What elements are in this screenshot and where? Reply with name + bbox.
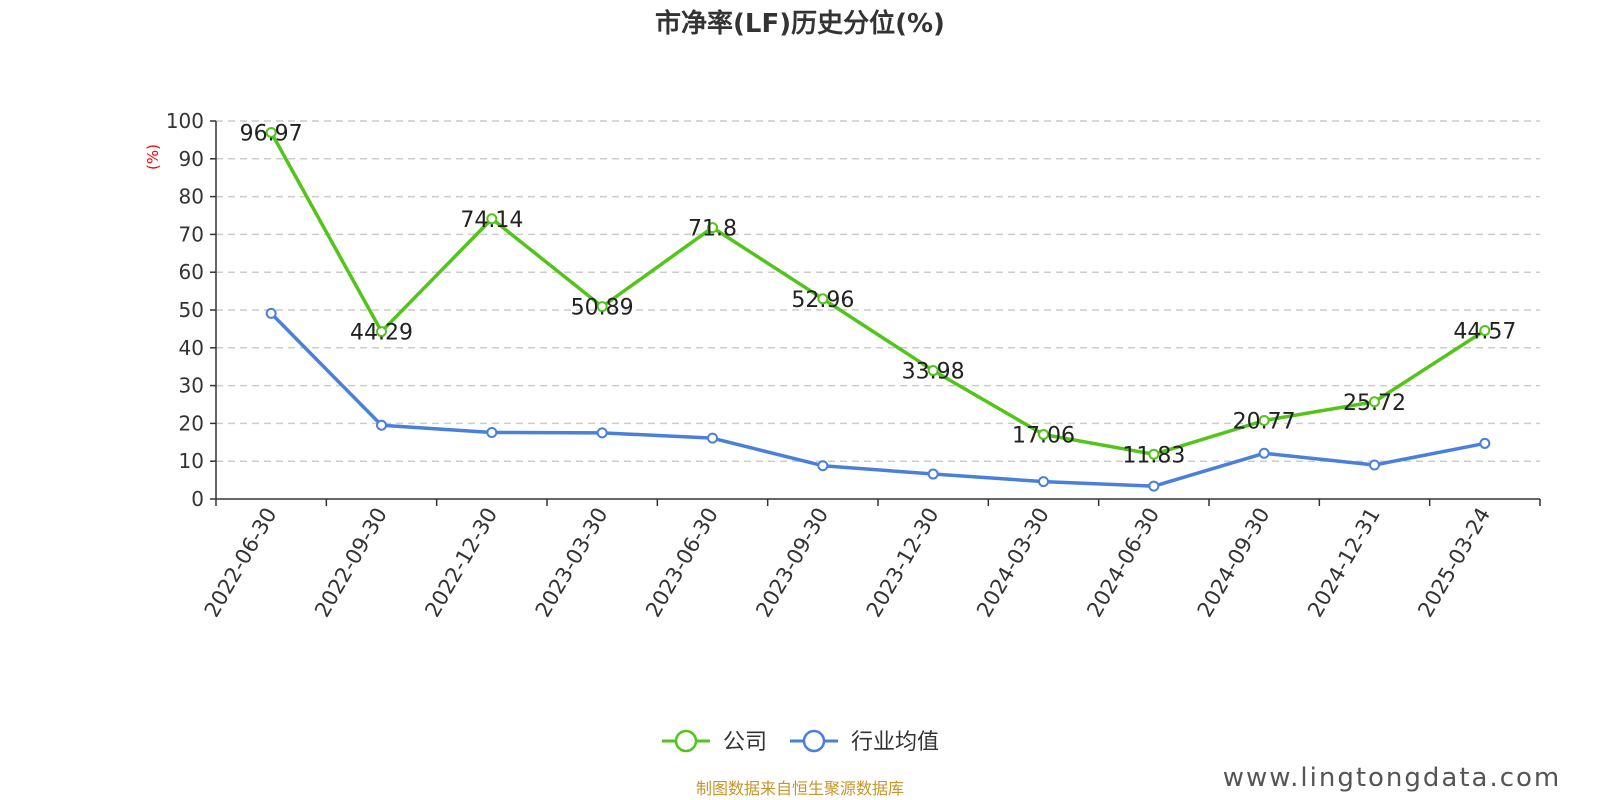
y-tick-label-7: 70 (179, 222, 204, 246)
x-tick-label-11: 2025-03-24 (1413, 504, 1495, 622)
watermark: www.lingtongdata.com (1223, 763, 1562, 793)
x-tick-label-4: 2023-06-30 (641, 504, 723, 622)
series-0-point-2[interactable] (486, 213, 498, 225)
data-label-4: 71.8 (688, 217, 737, 242)
series-1-point-4[interactable] (707, 432, 718, 444)
y-tick-label-0: 0 (191, 487, 204, 511)
grid-lines (216, 120, 1540, 462)
x-tick-label-5: 2023-09-30 (751, 504, 833, 622)
legend-marker-0[interactable] (674, 729, 698, 753)
x-tick-label-9: 2024-09-30 (1193, 504, 1275, 622)
series-0-point-7[interactable] (1038, 429, 1049, 441)
data-label-5: 52.96 (791, 288, 854, 313)
y-axis-unit: (%) (144, 144, 162, 170)
data-label-11: 44.57 (1453, 320, 1516, 345)
series-1-point-6[interactable] (927, 468, 939, 480)
series-1-point-0[interactable] (265, 307, 277, 319)
data-label-9: 20.77 (1233, 409, 1296, 434)
series-0-point-5[interactable] (817, 293, 829, 305)
series-0-point-3[interactable] (596, 301, 608, 313)
data-label-6: 33.98 (902, 360, 965, 385)
series-line-1 (269, 312, 1486, 488)
data-labels: 96.97 44.29 74.14 50.89 71.8 52.96 33.98 17.06 1… (240, 121, 1517, 468)
legend-marker-1[interactable] (802, 729, 826, 753)
series-0-point-8[interactable] (1148, 448, 1160, 460)
series-1-point-8[interactable] (1148, 480, 1160, 492)
series-1-point-1[interactable] (376, 419, 387, 431)
axes: 0 10 20 30 40 50 60 70 80 90 100 2022-06-30 2022-09-… (166, 109, 1541, 622)
series-0-point-11[interactable] (1479, 325, 1491, 337)
y-tick-label-10: 100 (166, 109, 204, 133)
series-0-point-1[interactable] (376, 326, 387, 338)
y-tick-label-8: 80 (179, 185, 204, 209)
chart-title: 市净率(LF)历史分位(%) (655, 8, 945, 39)
y-tick-label-4: 40 (179, 336, 204, 360)
data-label-0: 96.97 (240, 121, 303, 146)
series-1-point-10[interactable] (1369, 459, 1380, 471)
series-1-point-11[interactable] (1479, 437, 1491, 449)
series-0-point-6[interactable] (927, 365, 939, 377)
y-tick-label-2: 20 (179, 411, 204, 435)
y-tick-label-1: 10 (179, 449, 204, 473)
x-tick-label-7: 2024-03-30 (972, 504, 1054, 622)
x-tick-label-2: 2022-12-30 (420, 504, 502, 622)
y-tick-label-9: 90 (179, 147, 204, 171)
series-0-point-4[interactable] (707, 222, 718, 234)
y-tick-label-5: 50 (179, 298, 204, 322)
series-1-point-3[interactable] (596, 427, 608, 439)
x-tick-label-3: 2023-03-30 (531, 504, 613, 622)
legend-label-0[interactable]: 公司 (723, 730, 767, 755)
y-tick-label-3: 30 (179, 374, 204, 398)
legend-label-1[interactable]: 行业均值 (851, 730, 939, 755)
x-tick-label-8: 2024-06-30 (1082, 504, 1164, 622)
x-tick-label-10: 2024-12-31 (1303, 504, 1385, 622)
x-tick-label-0: 2022-06-30 (200, 504, 282, 622)
series-0-point-9[interactable] (1258, 414, 1270, 426)
x-tick-label-6: 2023-12-30 (862, 504, 944, 622)
series-line-0 (269, 131, 1486, 457)
series-1-point-9[interactable] (1258, 447, 1270, 459)
series-1-point-2[interactable] (486, 426, 498, 438)
series-1-point-7[interactable] (1038, 476, 1049, 488)
series-1-point-5[interactable] (817, 460, 829, 472)
data-label-10: 25.72 (1343, 391, 1406, 416)
data-label-3: 50.89 (571, 296, 634, 321)
data-source-note: 制图数据来自恒生聚源数据库 (696, 779, 904, 798)
data-label-8: 11.83 (1122, 443, 1185, 468)
data-label-1: 44.29 (350, 321, 413, 346)
series-group (265, 126, 1491, 492)
series-0-point-0[interactable] (265, 126, 277, 138)
y-tick-label-6: 60 (179, 260, 204, 284)
data-label-2: 74.14 (460, 208, 523, 233)
x-tick-label-1: 2022-09-30 (310, 504, 392, 622)
data-label-7: 17.06 (1012, 424, 1075, 449)
legend[interactable]: 公司 行业均值 (662, 729, 939, 755)
series-0-point-10[interactable] (1369, 396, 1380, 408)
